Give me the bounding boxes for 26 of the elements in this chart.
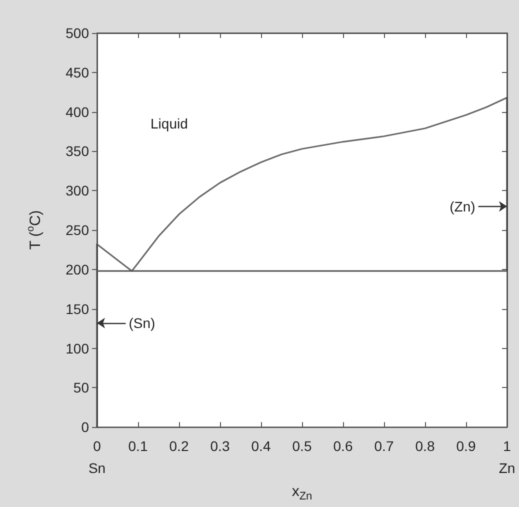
- x-tick-label: 0.2: [169, 438, 189, 454]
- y-tick-label: 0: [81, 419, 90, 436]
- y-tick-label: 100: [66, 340, 90, 356]
- x-tick-label: 0.9: [456, 438, 476, 454]
- x-tick-label: 0.3: [210, 438, 230, 454]
- y-axis-title: T (oC): [26, 210, 44, 250]
- y-tick-label: 400: [66, 104, 90, 120]
- y-tick-label: 500: [66, 25, 90, 41]
- annotation: (Sn): [128, 315, 156, 332]
- annotation: Liquid: [150, 116, 188, 132]
- x-tick-label: 0.1: [128, 438, 148, 454]
- y-tick-label: 150: [66, 300, 90, 317]
- x-tick-label: 0.6: [333, 438, 353, 454]
- annotation: (Zn): [450, 198, 476, 214]
- y-tick-label: 450: [66, 64, 90, 80]
- x-tick-label: 0.8: [415, 438, 435, 454]
- y-tick-label: 200: [66, 261, 90, 278]
- y-tick-label: 350: [66, 143, 90, 160]
- x-tick-label: 0 Sn: [88, 438, 106, 476]
- y-tick-label: 50: [73, 380, 90, 396]
- y-tick-label: 300: [66, 182, 90, 199]
- x-tick-label: 0.4: [251, 438, 271, 454]
- x-tick-label: 0.7: [374, 438, 394, 454]
- y-tick-label: 250: [66, 222, 90, 238]
- x-tick-label: 1 Zn: [498, 438, 516, 476]
- x-tick-label: 0.5: [292, 438, 312, 454]
